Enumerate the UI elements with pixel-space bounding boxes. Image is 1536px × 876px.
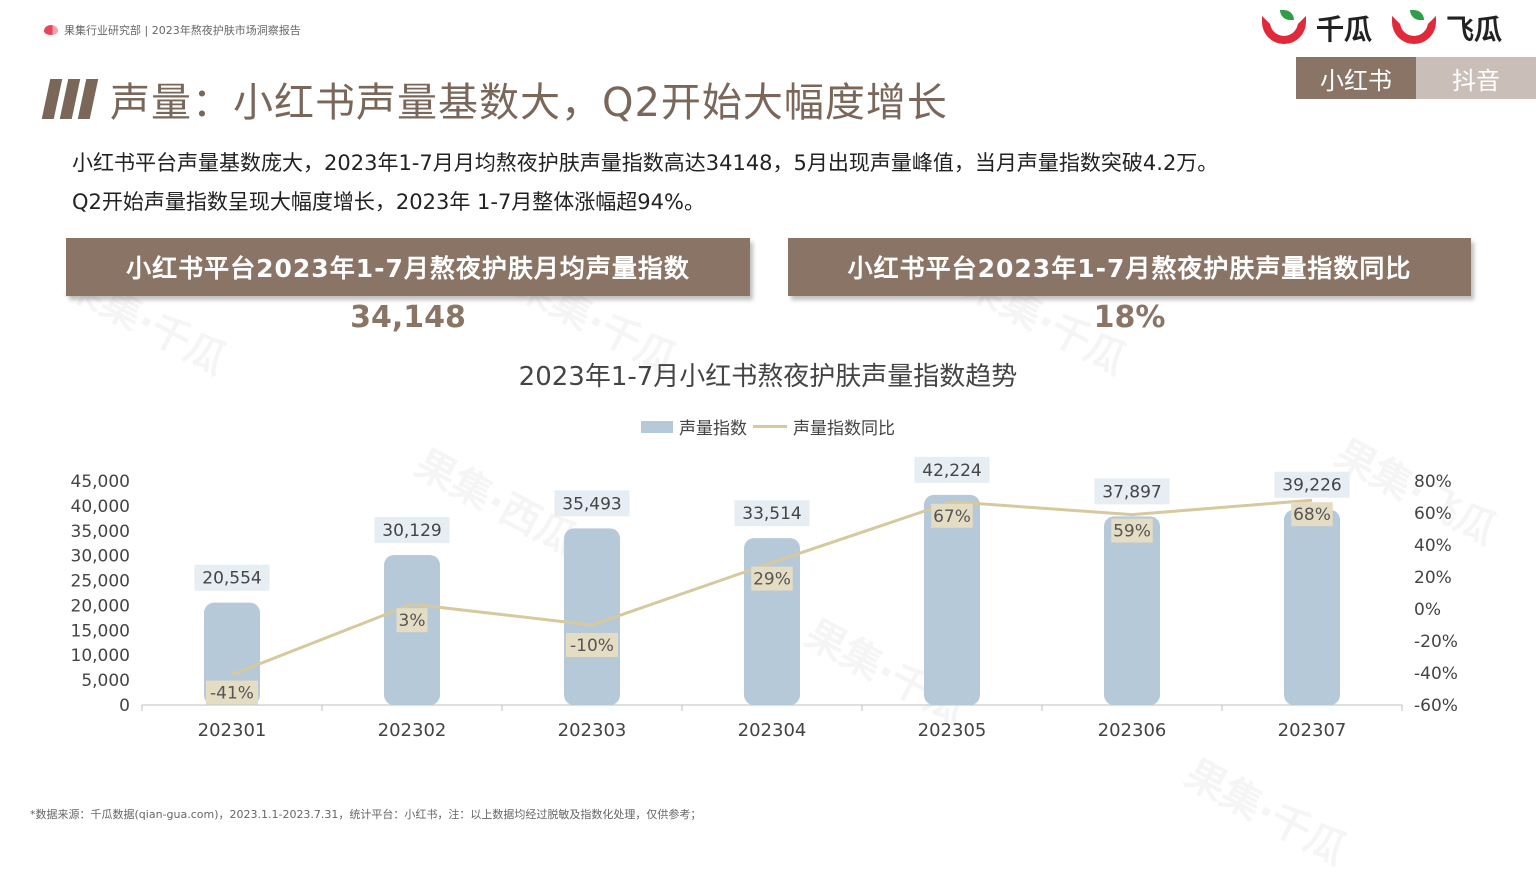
x-tick-label: 202301: [198, 720, 267, 741]
bar-label-bg: [1274, 471, 1350, 498]
y-left-tick-label: 15,000: [71, 621, 130, 641]
y-left-tick-label: 0: [119, 696, 130, 716]
y-left-tick-label: 5,000: [81, 671, 130, 691]
bar-value-label: 37,897: [1102, 482, 1161, 502]
line-label-bg: [396, 608, 428, 633]
description-line: 小红书平台声量基数庞大，2023年1-7月月均熬夜护肤声量指数高达34148，5…: [72, 151, 1219, 175]
x-tick-label: 202305: [918, 720, 987, 741]
bar: [1104, 516, 1160, 705]
bar: [924, 494, 980, 705]
bar-value-label: 30,129: [382, 521, 441, 541]
y-left-tick-label: 10,000: [71, 646, 130, 666]
kpi-banner-yoy: 小红书平台2023年1-7月熬夜护肤声量指数同比: [788, 238, 1471, 296]
x-tick-label: 202306: [1098, 720, 1167, 741]
yoy-line: [231, 498, 1313, 676]
bar-value-label: 33,514: [742, 504, 801, 524]
line-value-label: 68%: [1293, 505, 1331, 525]
source-line: 果集行业研究部 | 2023年熬夜护肤市场洞察报告: [44, 22, 301, 38]
x-tick-label: 202302: [378, 720, 447, 741]
tab-xiaohongshu[interactable]: 小红书: [1296, 57, 1416, 99]
platform-tabs: 小红书 抖音: [1296, 57, 1536, 99]
kpi-banner-avg: 小红书平台2023年1-7月熬夜护肤月均声量指数: [66, 238, 750, 296]
source-line-text: 果集行业研究部 | 2023年熬夜护肤市场洞察报告: [64, 24, 301, 37]
legend-label-yoy: 声量指数同比: [793, 419, 895, 439]
description: 小红书平台声量基数庞大，2023年1-7月月均熬夜护肤声量指数高达34148，5…: [72, 144, 1472, 222]
x-tick-label: 202304: [738, 720, 807, 741]
bar-value-label: 42,224: [922, 461, 981, 481]
x-tick-label: 202307: [1278, 720, 1347, 741]
legend-label-volume: 声量指数: [679, 419, 747, 439]
chart-title: 2023年1-7月小红书熬夜护肤声量指数趋势: [518, 362, 1018, 392]
line-label-bg: [751, 566, 793, 591]
y-left-tick-label: 45,000: [71, 472, 130, 492]
line-label-bg: [1291, 502, 1333, 527]
y-right-tick-label: 40%: [1414, 536, 1452, 556]
melon-logo-icon: [1260, 10, 1310, 46]
x-tick-label: 202303: [558, 720, 627, 741]
bar: [204, 602, 260, 705]
guoji-logo-icon: [44, 25, 58, 35]
legend-bar-swatch: [641, 420, 673, 433]
qiangua-logo: 千瓜: [1260, 8, 1372, 48]
y-right-tick-label: -40%: [1414, 664, 1458, 684]
line-label-bg: [206, 680, 258, 705]
y-right-tick-label: 20%: [1414, 568, 1452, 588]
melon-logo-icon: [1390, 10, 1440, 46]
footnote: *数据来源：千瓜数据(qian-gua.com)，2023.1.1-2023.7…: [30, 808, 702, 821]
kpi-value-yoy: 18%: [1093, 300, 1166, 335]
chart-legend: 声量指数 声量指数同比: [0, 414, 1536, 439]
tab-douyin[interactable]: 抖音: [1416, 57, 1536, 99]
kpi-value-avg: 34,148: [350, 300, 466, 335]
y-right-tick-label: -60%: [1414, 696, 1458, 716]
line-value-label: 67%: [933, 507, 971, 527]
description-line: Q2开始声量指数呈现大幅度增长，2023年 1-7月整体涨幅超94%。: [72, 190, 705, 214]
bar-label-bg: [1094, 478, 1170, 505]
legend-line-swatch: [753, 425, 787, 428]
y-left-tick-label: 35,000: [71, 522, 130, 542]
line-value-label: -41%: [210, 684, 254, 704]
y-left-tick-label: 20,000: [71, 596, 130, 616]
line-value-label: 29%: [753, 570, 791, 590]
line-label-bg: [566, 633, 618, 657]
bar-label-bg: [194, 564, 270, 591]
bar-value-label: 35,493: [562, 494, 621, 514]
line-value-label: -10%: [570, 636, 614, 656]
page-title: 声量：小红书声量基数大，Q2开始大幅度增长: [41, 70, 948, 128]
line-value-label: 3%: [399, 611, 426, 631]
bar-label-bg: [554, 490, 630, 517]
y-right-tick-label: -20%: [1414, 632, 1458, 652]
y-left-tick-label: 40,000: [71, 497, 130, 517]
y-left-tick-label: 25,000: [71, 572, 130, 592]
y-left-tick-label: 30,000: [71, 547, 130, 567]
line-label-bg: [931, 503, 973, 528]
y-right-tick-label: 80%: [1414, 472, 1452, 492]
bar-label-bg: [734, 500, 810, 527]
feigua-logo-text: 飞瓜: [1445, 13, 1502, 46]
line-label-bg: [1111, 518, 1153, 543]
y-right-tick-label: 0%: [1414, 600, 1441, 620]
brand-logos: 千瓜 飞瓜: [1260, 8, 1502, 48]
y-right-tick-label: 60%: [1414, 504, 1452, 524]
bar-label-bg: [374, 517, 450, 544]
bar: [564, 528, 620, 705]
bar-value-label: 39,226: [1282, 476, 1341, 496]
bar-value-label: 20,554: [202, 569, 261, 589]
line-value-label: 59%: [1113, 522, 1151, 542]
page-title-text: 声量：小红书声量基数大，Q2开始大幅度增长: [110, 80, 948, 126]
qiangua-logo-text: 千瓜: [1315, 13, 1372, 46]
bar-label-bg: [914, 456, 990, 483]
feigua-logo: 飞瓜: [1390, 8, 1502, 48]
bar: [1284, 509, 1340, 705]
